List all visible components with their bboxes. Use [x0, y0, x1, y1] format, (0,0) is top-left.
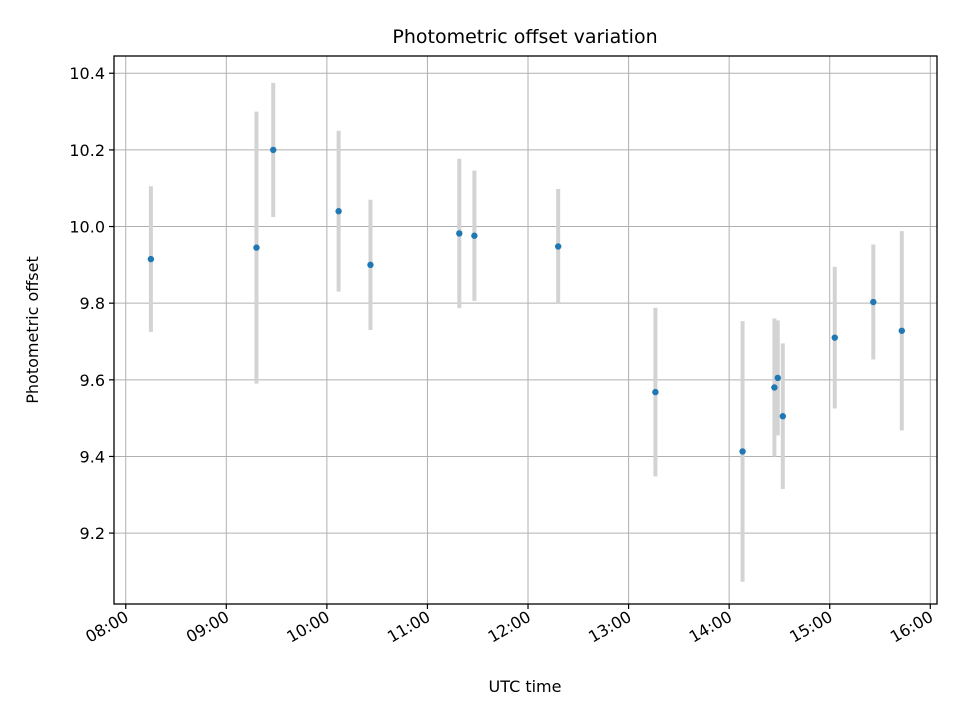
chart-title: Photometric offset variation: [392, 26, 657, 48]
y-axis-label: Photometric offset: [23, 256, 42, 404]
data-point: [554, 243, 562, 250]
data-point: [147, 255, 155, 263]
data-point: [870, 298, 877, 306]
x-axis-label: UTC time: [489, 677, 562, 696]
grid: [114, 56, 937, 604]
x-tick-label: 08:00: [82, 607, 131, 647]
y-tick-label: 9.6: [80, 371, 105, 390]
data-point: [831, 334, 838, 341]
data-point: [652, 388, 659, 396]
x-tick-label: 16:00: [887, 607, 936, 647]
data-point: [471, 232, 478, 239]
data-point: [779, 413, 786, 420]
plot-frame: [113, 55, 938, 605]
data-point: [456, 230, 463, 237]
y-tick-label: 10.0: [69, 218, 105, 237]
x-tick-label: 09:00: [183, 607, 232, 647]
data-point: [335, 208, 342, 215]
y-tick-label: 9.2: [80, 524, 105, 543]
error-bars: [148, 82, 904, 582]
data-point: [253, 244, 260, 251]
y-tick-label: 9.8: [80, 294, 105, 313]
x-tick-label: 11:00: [384, 607, 433, 647]
x-tick-label: 10:00: [283, 607, 332, 647]
x-tick-label: 13:00: [585, 607, 634, 647]
y-tick-label: 10.4: [69, 64, 105, 83]
x-tick-label: 15:00: [786, 607, 835, 647]
data-point: [898, 327, 906, 334]
x-tick-label: 14:00: [686, 607, 735, 647]
data-point: [771, 384, 778, 391]
x-tick-label: 12:00: [485, 607, 534, 647]
x-axis: 08:00 09:00 10:00 11:00 12:00 13:00 14:00 15:00…: [82, 604, 936, 647]
data-points: [147, 146, 906, 455]
y-tick-label: 9.4: [80, 447, 105, 466]
y-tick-label: 10.2: [69, 141, 105, 160]
data-point: [367, 261, 374, 269]
data-point: [774, 374, 781, 382]
y-axis: 9.2 9.4 9.6 9.8 10.0 10.2 10.4: [69, 64, 114, 543]
data-point: [739, 448, 746, 455]
data-point: [270, 146, 277, 154]
